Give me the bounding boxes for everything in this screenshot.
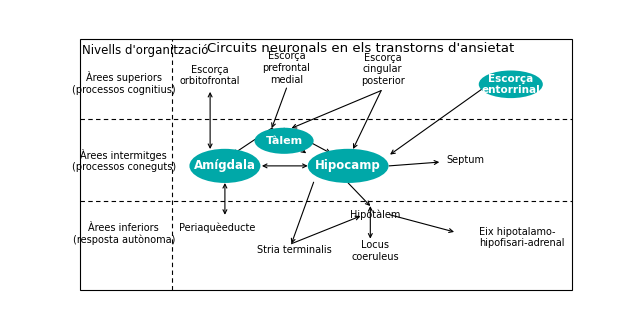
Text: Àrees intermitges
(processos coneguts): Àrees intermitges (processos coneguts) <box>72 149 176 172</box>
Text: Tàlem: Tàlem <box>265 136 303 146</box>
Text: Àrees inferiors
(resposta autònoma): Àrees inferiors (resposta autònoma) <box>73 223 175 245</box>
Ellipse shape <box>190 149 260 183</box>
Text: Hipocamp: Hipocamp <box>315 159 381 172</box>
Text: Stria terminalis: Stria terminalis <box>256 245 331 255</box>
Text: Amígdala: Amígdala <box>194 159 256 172</box>
Text: Periaquèeducte: Periaquèeducte <box>179 222 256 233</box>
Text: Eix hipotalamo-
hipofisari-adrenal: Eix hipotalamo- hipofisari-adrenal <box>479 227 564 248</box>
Text: Escorça
cingular
posterior: Escorça cingular posterior <box>361 52 404 86</box>
Ellipse shape <box>254 128 314 154</box>
Text: Locus
coeruleus: Locus coeruleus <box>352 241 399 262</box>
Text: Àrees superiors
(processos cognitius): Àrees superiors (processos cognitius) <box>72 71 176 95</box>
Text: Septum: Septum <box>446 155 485 165</box>
Ellipse shape <box>479 70 543 98</box>
Text: Escorça
entorrinal: Escorça entorrinal <box>481 73 540 95</box>
Ellipse shape <box>308 149 389 183</box>
Text: Escorça
orbitofrontal: Escorça orbitofrontal <box>180 65 240 86</box>
Text: Hipotàlem: Hipotàlem <box>350 210 401 220</box>
Text: Nivells d'organització: Nivells d'organització <box>82 44 209 57</box>
Text: Escorça
prefrontal
medial: Escorça prefrontal medial <box>263 52 310 84</box>
Text: Circuits neuronals en els transtorns d'ansietat: Circuits neuronals en els transtorns d'a… <box>207 42 514 55</box>
